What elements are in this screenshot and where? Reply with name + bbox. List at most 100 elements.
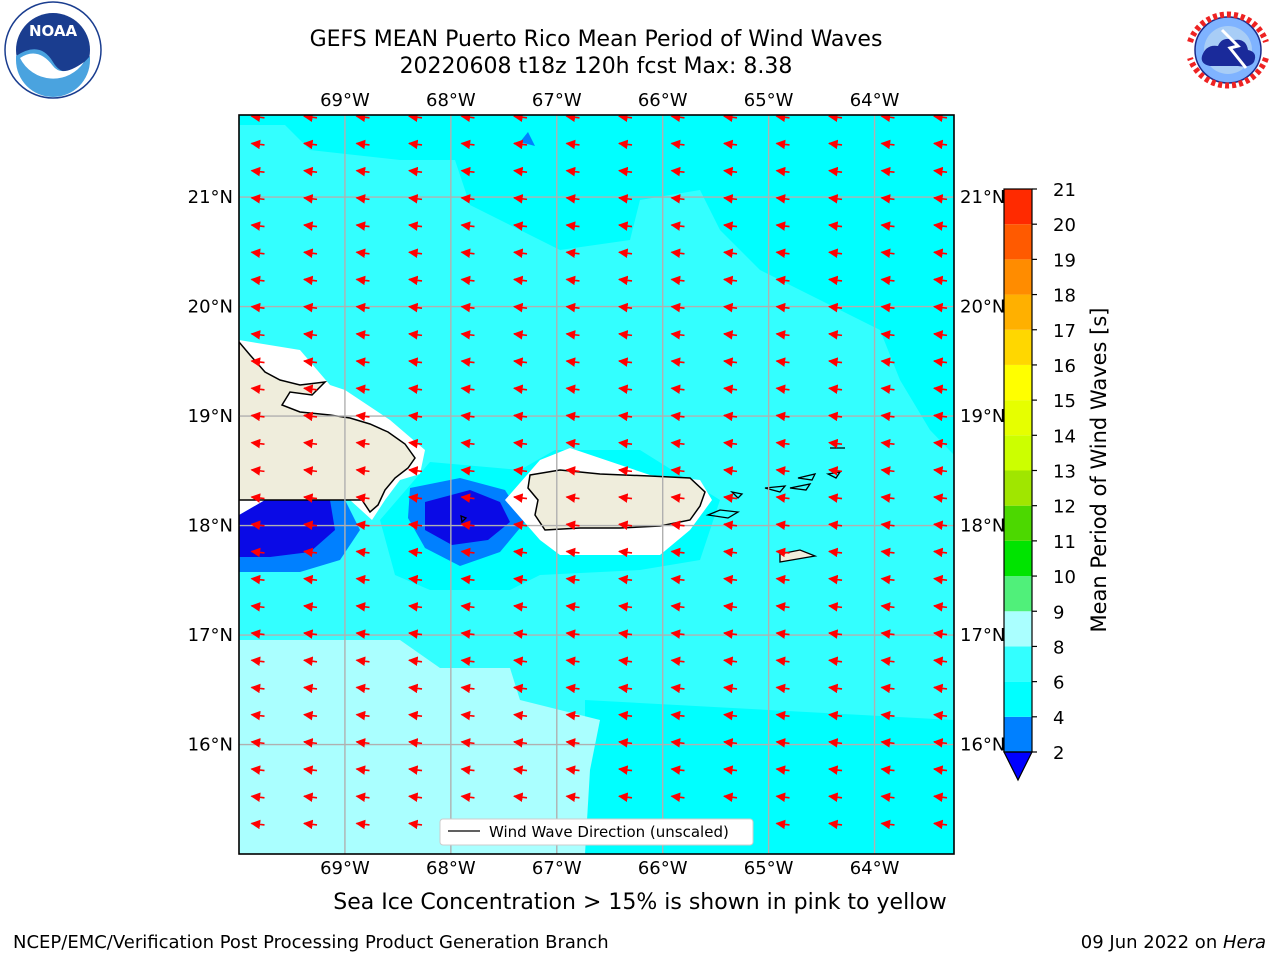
colorbar: 21 20 19 18 17 16 15 14 13 12 11 10 9 8 6 4 2 [1003,180,1076,782]
wind-arrow [355,302,370,313]
wind-arrow [408,520,423,531]
wind-arrow [723,221,738,231]
wind-arrow [460,166,475,177]
wind-arrow [408,166,423,177]
wind-arrow [880,411,895,422]
wind-arrow [933,466,948,476]
wind-arrow [303,547,318,558]
wind-arrow [355,493,370,503]
wind-arrow [565,194,580,204]
wind-arrow [250,520,265,531]
wind-arrow [513,765,528,775]
wind-arrow [828,384,843,395]
wind-arrow [250,738,265,748]
wind-arrow [618,602,633,612]
wind-arrow [565,384,580,395]
wind-arrow [355,792,370,803]
wind-arrow [460,765,475,775]
wind-arrow [250,765,265,775]
wind-arrow [775,115,790,123]
colorbar-segment-10 [1004,364,1032,401]
wind-arrow [933,166,948,177]
wind-arrow [775,330,790,340]
lon-tick-bottom-3: 66°W [638,858,688,879]
noaa-logo: NOAA [4,1,102,99]
wind-arrow [775,765,790,775]
wind-arrow [828,466,843,476]
wind-arrow [670,493,685,503]
wind-arrow [618,330,633,340]
wind-arrow [513,602,528,612]
colorbar-segment-15 [1004,189,1032,225]
wind-arrow [828,357,843,367]
colorbar-segment-13 [1004,259,1032,295]
wind-arrow [250,656,265,667]
wind-arrow [460,602,475,612]
wind-arrow [880,275,895,286]
wind-arrow [303,384,318,395]
wind-arrow [565,574,580,585]
wind-arrow [303,275,318,286]
map-plot-area [239,115,954,854]
lat-tick-left-4: 17°N [188,625,233,646]
wind-arrow [355,275,370,286]
wind-arrow [828,221,843,231]
wind-arrow [513,520,528,531]
lat-tick-left-2: 19°N [188,406,233,427]
wind-arrow [513,248,528,259]
wind-arrow [355,629,370,639]
colorbar-segment-6 [1004,505,1032,541]
colorbar-tick-2: 19 [1053,250,1076,271]
wind-arrow [775,710,790,721]
wind-arrow [618,792,633,803]
lat-tick-left-3: 18°N [188,516,233,537]
wind-arrow [303,493,318,503]
map-frame [238,114,955,855]
wind-arrow [723,438,738,449]
wind-arrow [460,194,475,204]
wind-arrow [618,411,633,422]
wind-arrow [408,411,423,422]
wind-arrow [565,248,580,259]
wind-arrow [303,357,318,367]
wind-arrow [250,248,265,259]
wind-arrow [775,139,790,150]
lat-tick-right-3: 18°N [960,516,1005,537]
wind-arrow [408,574,423,585]
colorbar-segment-0 [1004,716,1032,752]
wind-arrow [250,194,265,204]
wind-arrow [775,248,790,259]
wind-arrow [303,629,318,639]
wind-arrow [565,166,580,177]
colorbar-tick-6: 15 [1053,391,1076,412]
wind-arrow [250,493,265,503]
wind-arrow [933,411,948,422]
wind-arrow [513,221,528,231]
wind-arrow [250,166,265,177]
wind-arrow [460,275,475,286]
wind-arrow [670,574,685,585]
wind-arrow [513,384,528,395]
colorbar-segment-9 [1004,400,1032,436]
colorbar-segment-1 [1004,681,1032,717]
wind-arrow [775,302,790,313]
wind-arrow [880,738,895,748]
wind-arrow [933,493,948,503]
wind-arrow [250,330,265,340]
colorbar-tick-16: 2 [1053,743,1064,764]
wind-arrow [723,194,738,204]
wind-arrow [723,166,738,177]
wind-arrow [933,792,948,803]
wind-arrow [828,765,843,775]
wind-arrow [670,411,685,422]
wind-arrow [303,466,318,476]
wind-arrow [618,438,633,449]
wind-arrow [828,629,843,639]
wind-arrow [670,792,685,803]
wind-arrow [460,248,475,259]
wind-arrow [303,115,318,123]
wind-arrow [933,248,948,259]
wind-arrow [618,248,633,259]
wind-arrow [565,357,580,367]
